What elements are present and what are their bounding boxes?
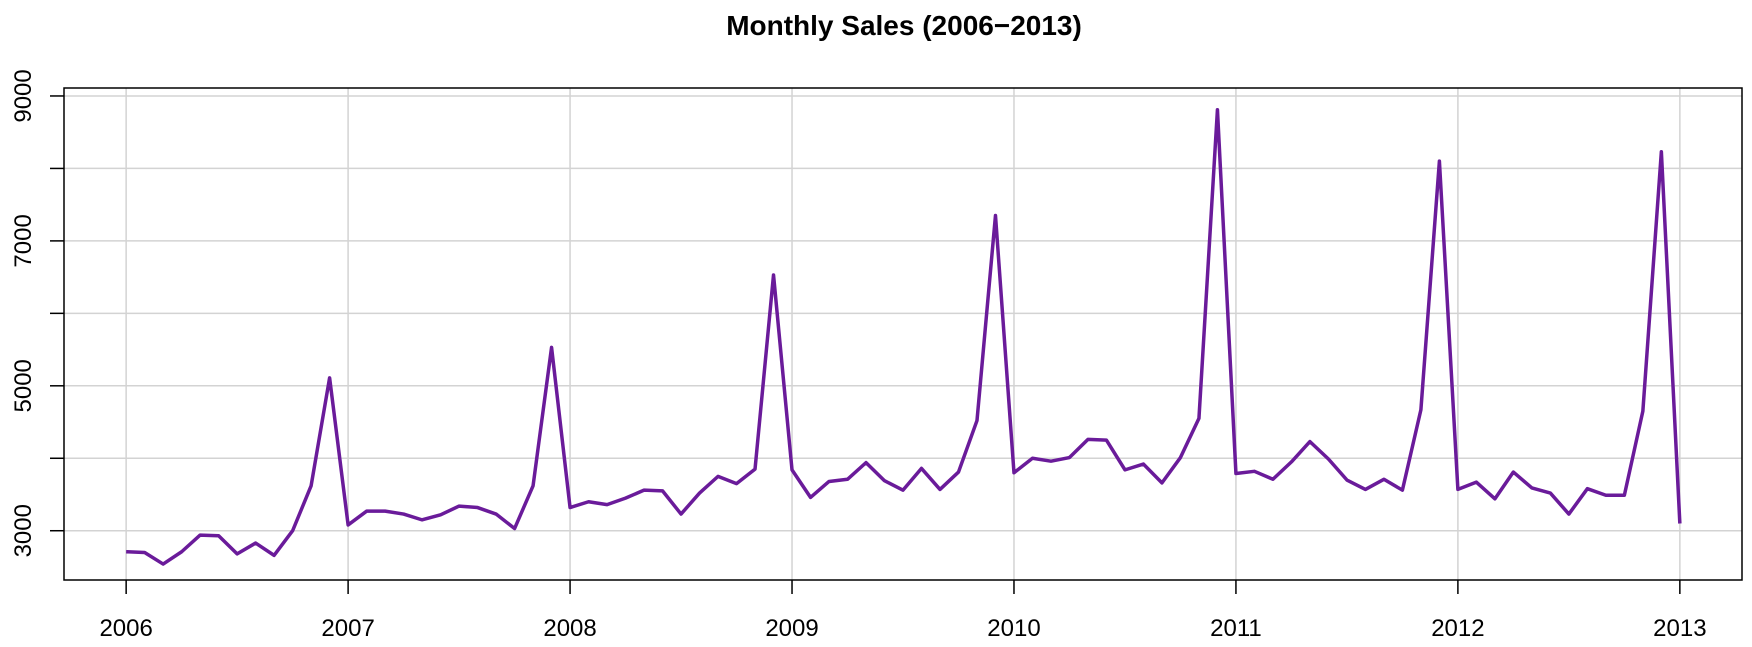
y-tick-label: 9000 [10,69,37,122]
x-tick-label: 2010 [987,615,1040,642]
x-tick-label: 2006 [99,615,152,642]
grid-layer [64,88,1742,580]
x-tick-label: 2008 [543,615,596,642]
y-tick-label: 3000 [10,504,37,557]
y-tick-label: 7000 [10,214,37,267]
y-axis: 3000 5000 7000 9000 [10,69,64,557]
chart-title: Monthly Sales (2006−2013) [726,10,1082,41]
series-line [126,107,1682,566]
x-axis: 2006 2007 2008 2009 2010 2011 2012 2013 [99,580,1707,642]
x-tick-label: 2007 [321,615,374,642]
x-tick-label: 2011 [1210,615,1262,642]
x-tick-label: 2012 [1431,615,1484,642]
x-tick-label: 2009 [765,615,818,642]
y-tick-label: 5000 [10,359,37,412]
x-tick-label: 2013 [1653,615,1706,642]
plot-frame [63,87,1743,581]
